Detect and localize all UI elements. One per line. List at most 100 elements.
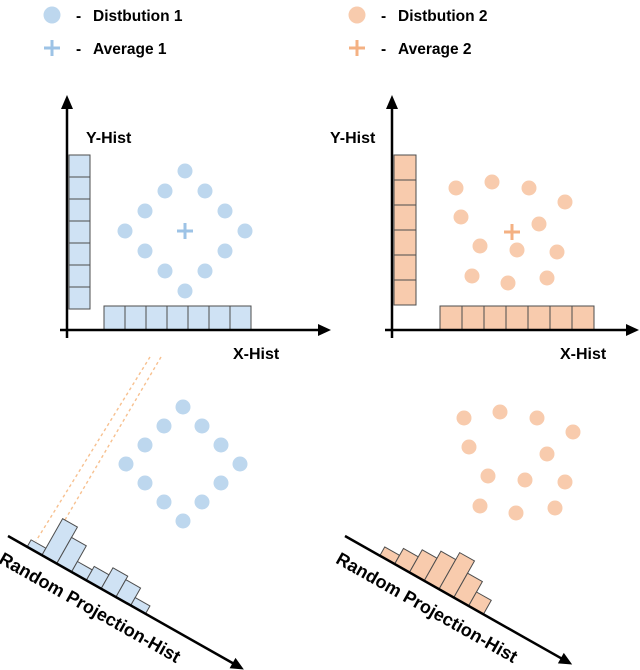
hist-cell <box>68 264 91 288</box>
data-point <box>539 446 555 462</box>
average-1-marker-icon <box>44 40 60 56</box>
data-point <box>517 472 533 488</box>
data-point <box>232 456 248 472</box>
average-marker-icon <box>504 224 520 240</box>
data-point <box>539 270 555 286</box>
hist-cell <box>461 305 485 331</box>
hist-cell <box>393 204 417 231</box>
legend-label-average-1: Average 1 <box>93 41 167 58</box>
panel-top-right: Y-Hist X-Hist <box>330 95 639 363</box>
data-point <box>461 439 477 455</box>
data-point <box>484 174 500 190</box>
data-point <box>448 180 464 196</box>
legend-separator: - <box>76 41 81 58</box>
panel-bottom-left: Random Projection-Hist <box>0 356 248 670</box>
data-point <box>137 243 153 259</box>
legend: - Distbution 1 - Distbution 2 - Average … <box>43 6 488 58</box>
legend-item-average-1: - Average 1 <box>44 40 167 58</box>
hist-cell <box>505 305 529 331</box>
hist-cell <box>393 154 417 181</box>
projection-axis-arrow-icon <box>229 657 244 670</box>
data-point <box>529 410 545 426</box>
projection-axis-group-right: Random Projection-Hist <box>333 534 573 667</box>
data-point <box>464 268 480 284</box>
data-point <box>557 474 573 490</box>
data-point <box>118 456 134 472</box>
hist-cell <box>229 305 252 331</box>
data-point <box>508 505 524 521</box>
legend-item-average-2: - Average 2 <box>349 40 472 58</box>
proj-hist-bottom-right <box>379 546 492 615</box>
hist-cell <box>145 305 168 331</box>
data-point <box>177 283 193 299</box>
data-point <box>137 203 153 219</box>
hist-cell <box>124 305 147 331</box>
data-point <box>156 418 172 434</box>
data-point <box>194 418 210 434</box>
data-point <box>117 223 133 239</box>
data-point <box>557 194 573 210</box>
data-point <box>472 498 488 514</box>
average-1-plot-marker <box>177 223 193 239</box>
distribution-1-marker-icon <box>43 6 61 24</box>
hist-cell <box>68 154 91 178</box>
x-hist-top-left <box>103 305 252 331</box>
y-axis-arrow-icon <box>386 95 398 109</box>
hist-cell <box>68 176 91 200</box>
projection-axis <box>7 534 237 667</box>
data-point <box>547 500 563 516</box>
hist-cell <box>439 305 463 331</box>
hist-cell <box>393 254 417 281</box>
data-point <box>472 238 488 254</box>
legend-item-distribution-1: - Distbution 1 <box>43 6 183 25</box>
data-point <box>157 183 173 199</box>
data-point <box>213 437 229 453</box>
data-point <box>237 223 253 239</box>
hist-cell <box>527 305 551 331</box>
projection-guide-line <box>35 356 151 542</box>
data-point <box>194 494 210 510</box>
hist-cell <box>483 305 507 331</box>
data-point <box>177 163 193 179</box>
legend-label-distribution-2: Distbution 2 <box>398 8 488 25</box>
data-point <box>157 263 173 279</box>
x-hist-label: X-Hist <box>233 346 280 363</box>
average-marker-icon <box>177 223 193 239</box>
data-point <box>137 475 153 491</box>
proj-hist-bottom-left <box>26 517 151 615</box>
projection-axis-arrow-icon <box>557 652 573 665</box>
hist-cell <box>103 305 126 331</box>
y-axis-arrow-icon <box>61 95 73 109</box>
random-projection-hist-label: Random Projection-Hist <box>0 548 184 666</box>
legend-separator: - <box>381 8 386 25</box>
hist-cell <box>393 279 417 306</box>
data-point <box>521 180 537 196</box>
y-hist-top-left <box>68 154 91 310</box>
data-point <box>217 243 233 259</box>
data-point <box>137 437 153 453</box>
data-point <box>156 494 172 510</box>
points-top-right <box>448 174 573 291</box>
points-bottom-right <box>456 404 581 521</box>
panel-bottom-right: Random Projection-Hist <box>333 404 581 667</box>
hist-cell <box>208 305 231 331</box>
data-point <box>217 203 233 219</box>
distribution-2-marker-icon <box>348 6 366 24</box>
hist-cell <box>571 305 595 331</box>
projection-guide-line <box>48 356 162 548</box>
legend-item-distribution-2: - Distbution 2 <box>348 6 488 25</box>
hist-cell <box>187 305 210 331</box>
data-point <box>480 468 496 484</box>
data-point <box>453 209 469 225</box>
points-top-left <box>117 163 253 299</box>
x-hist-label: X-Hist <box>560 346 607 363</box>
data-point <box>509 242 525 258</box>
projection-axis-group-left: Random Projection-Hist <box>0 517 244 670</box>
data-point <box>492 404 508 420</box>
legend-label-average-2: Average 2 <box>398 41 472 58</box>
hist-cell <box>549 305 573 331</box>
data-point <box>175 399 191 415</box>
data-point <box>175 513 191 529</box>
y-hist-label: Y-Hist <box>86 130 132 147</box>
data-point <box>213 475 229 491</box>
